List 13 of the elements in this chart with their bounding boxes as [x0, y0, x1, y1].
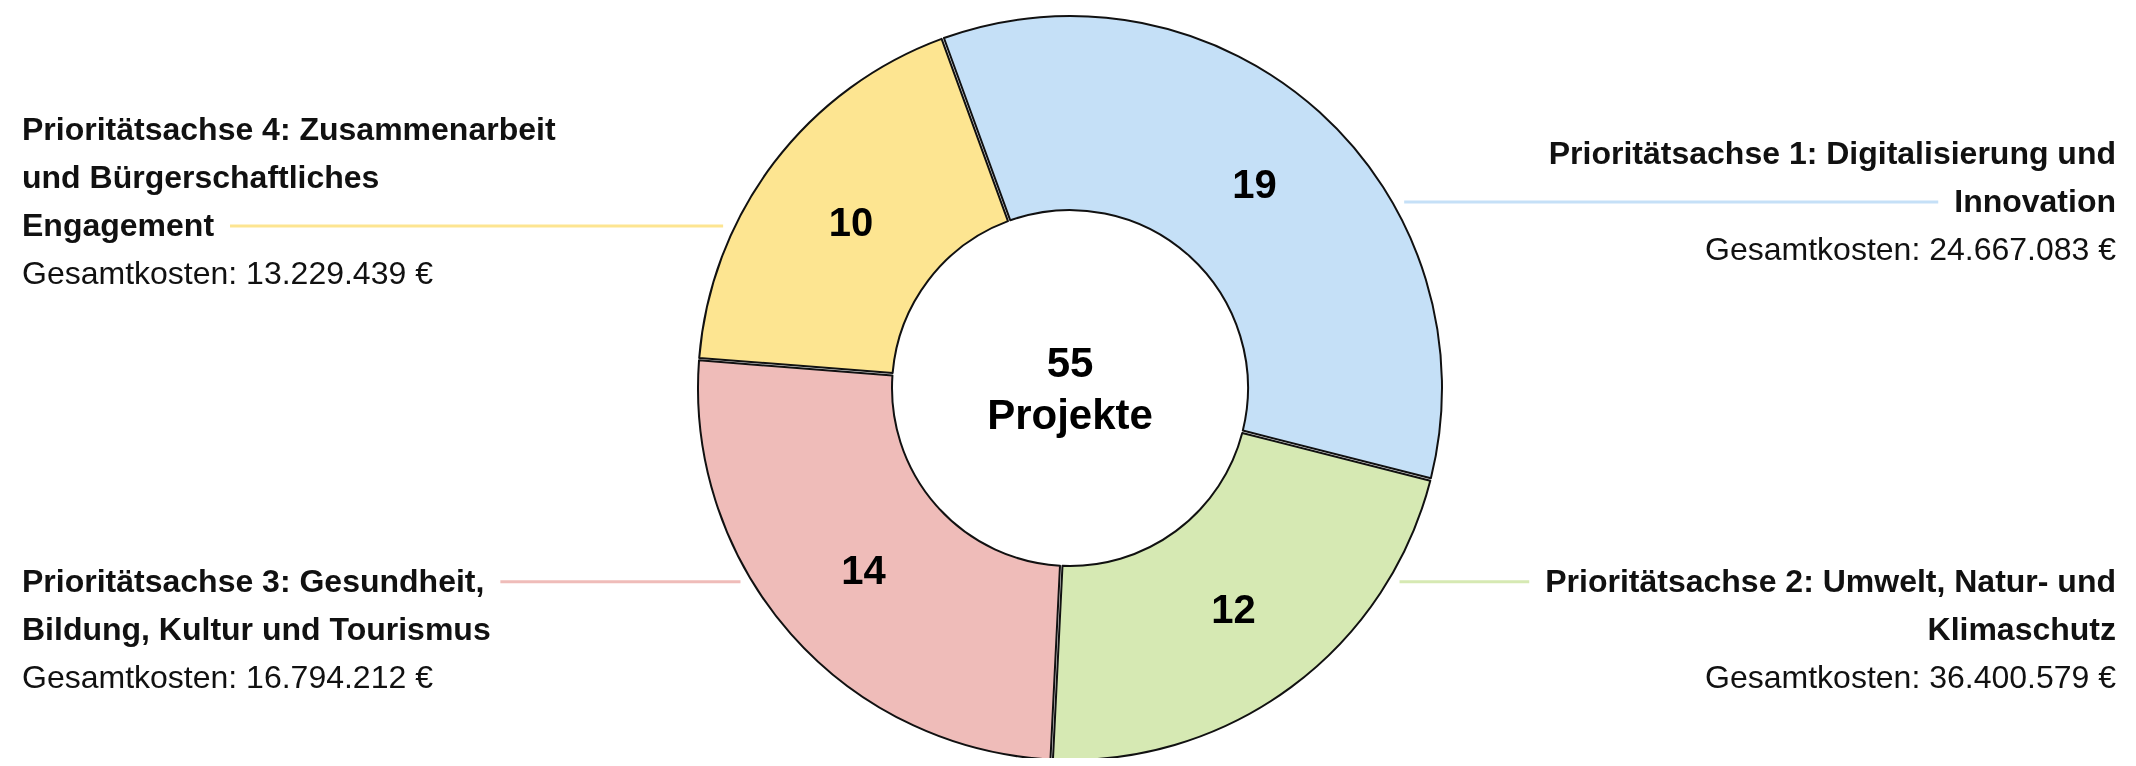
slice-label: Prioritätsachse 1: Digitalisierung und Innovation: [1548, 135, 2116, 219]
text: Gesamtkosten: 13.229.439 €: [22, 255, 434, 291]
slice-label: Prioritätsachse 3: Gesundheit, Bildung, Kultur und Tourismus: [22, 562, 491, 647]
data-label: 19: [1232, 162, 1277, 207]
slice-label: Prioritätsachse 2: Umwelt, Natur- und Klimaschutz: [1545, 562, 2116, 647]
slice-label: Prioritätsachse 4: Zusammenarbeit und Bürgerschaftliches Engagement: [22, 111, 556, 243]
data-label: 12: [1211, 587, 1256, 632]
text: 55 Projekte: [987, 338, 1153, 438]
text: Gesamtkosten: 16.794.212 €: [22, 658, 434, 695]
text: Gesamtkosten: 36.400.579 €: [1705, 658, 2117, 695]
data-label: 14: [841, 547, 887, 592]
text: Gesamtkosten: 24.667.083 €: [1705, 231, 2117, 267]
data-label: 10: [828, 199, 874, 244]
